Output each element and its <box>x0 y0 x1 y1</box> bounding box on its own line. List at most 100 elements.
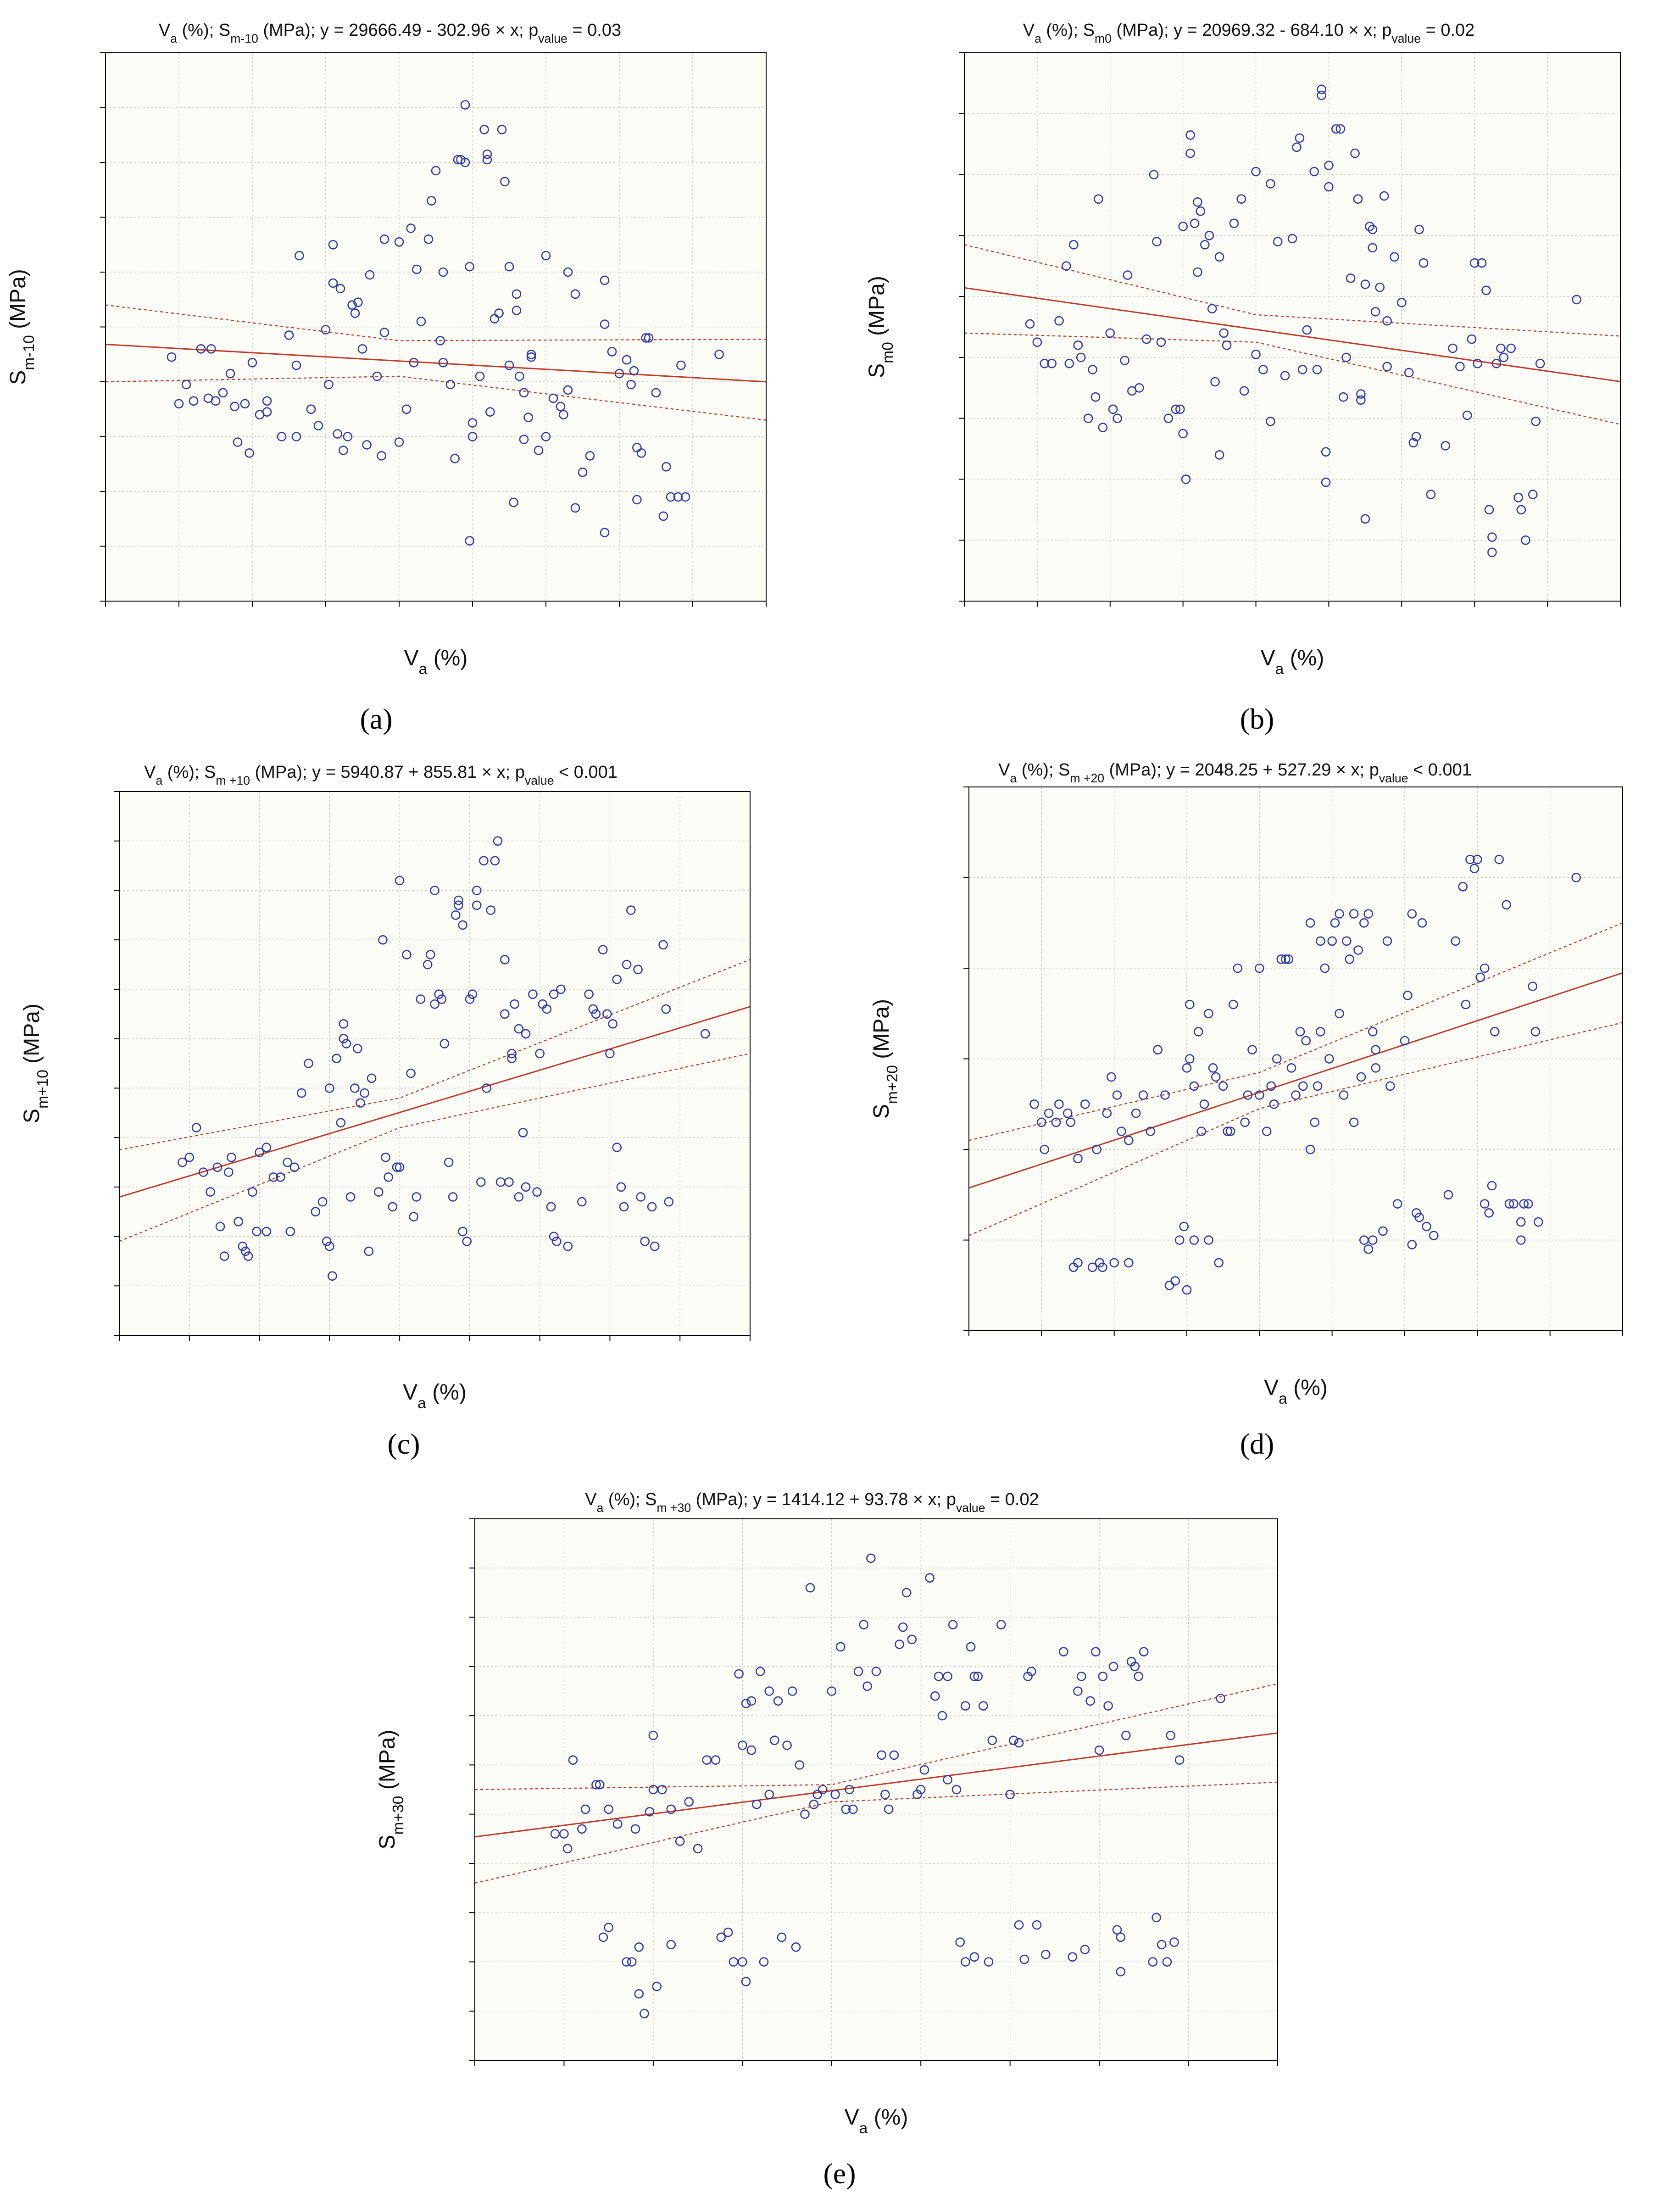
data-point <box>1051 1117 1061 1127</box>
data-point <box>552 1237 562 1246</box>
data-point <box>1236 194 1246 204</box>
data-point <box>1073 1154 1083 1164</box>
data-point <box>395 1162 405 1172</box>
data-point <box>394 237 404 247</box>
data-point <box>1426 490 1436 499</box>
data-point <box>1273 237 1283 246</box>
data-point <box>889 1750 899 1760</box>
data-point <box>395 876 405 886</box>
data-point <box>1102 1108 1112 1118</box>
data-point <box>379 234 389 244</box>
data-point <box>345 1192 356 1202</box>
data-point <box>1528 490 1538 499</box>
data-point <box>255 1148 264 1157</box>
data-point <box>1504 1199 1514 1209</box>
data-point <box>1153 1045 1163 1055</box>
data-point <box>835 1642 846 1652</box>
data-point <box>218 388 228 398</box>
data-point <box>1179 1221 1189 1232</box>
data-point <box>454 895 463 905</box>
data-point <box>1040 1144 1050 1154</box>
data-point <box>1174 1235 1185 1245</box>
data-point <box>966 1642 976 1652</box>
data-point <box>1091 1647 1101 1656</box>
data-point <box>479 124 489 134</box>
data-point <box>1458 881 1468 892</box>
data-point <box>365 270 375 280</box>
data-point <box>1182 1285 1192 1295</box>
data-point <box>619 1202 629 1212</box>
data-point <box>568 1755 578 1765</box>
data-point <box>930 1691 940 1701</box>
data-point <box>1265 416 1275 426</box>
data-point <box>1105 328 1115 338</box>
data-point <box>247 357 257 368</box>
data-point <box>1521 535 1530 545</box>
data-point <box>514 1024 524 1034</box>
data-point <box>476 1177 486 1187</box>
data-point <box>1134 383 1144 393</box>
data-point <box>951 1785 962 1795</box>
scatter-chart-d: Va (%); Sm +20 (MPa); y = 2048.25 + 527.… <box>869 760 1623 1407</box>
data-point <box>521 1182 531 1192</box>
data-point <box>723 1927 733 1937</box>
data-point <box>1411 432 1421 441</box>
y-axis-title: Sm-10 (MPa) <box>6 269 38 385</box>
data-point <box>658 940 668 950</box>
data-point <box>225 368 235 379</box>
data-point <box>479 856 489 866</box>
data-point <box>612 1143 622 1152</box>
data-point <box>1063 1108 1073 1118</box>
data-point <box>252 1227 261 1237</box>
data-point <box>1094 1745 1104 1755</box>
data-point <box>877 1750 886 1760</box>
data-point <box>1465 854 1475 864</box>
data-point <box>549 989 559 999</box>
data-point <box>1148 1957 1158 1967</box>
data-point <box>584 989 594 999</box>
data-point <box>519 388 529 398</box>
data-point <box>634 1942 644 1952</box>
data-point <box>782 1740 792 1750</box>
data-point <box>521 1029 531 1039</box>
data-point <box>1392 1199 1402 1209</box>
data-point <box>1360 279 1370 289</box>
data-point <box>969 1952 979 1962</box>
data-point <box>1141 334 1152 344</box>
data-point <box>973 1671 983 1681</box>
data-point <box>664 1197 674 1207</box>
data-point <box>1204 230 1214 240</box>
data-point <box>384 1172 394 1182</box>
data-point <box>1297 365 1307 374</box>
data-point <box>1382 362 1392 372</box>
data-point <box>388 1202 398 1212</box>
data-point <box>684 1797 694 1807</box>
data-point <box>1098 423 1108 432</box>
data-point <box>693 1844 703 1854</box>
data-point <box>1265 179 1275 189</box>
data-point <box>752 1799 762 1809</box>
data-point <box>700 1029 710 1039</box>
data-point <box>1199 1099 1209 1109</box>
data-point <box>1315 1026 1325 1037</box>
data-point <box>1338 392 1348 402</box>
data-point <box>1487 532 1497 542</box>
scatter-panel-a: Va (%); Sm-10 (MPa); y = 29666.49 - 302.… <box>0 0 826 693</box>
data-point <box>955 1937 965 1947</box>
data-point <box>485 407 495 417</box>
data-point <box>563 385 573 395</box>
data-point <box>1196 1127 1207 1136</box>
data-point <box>223 1167 234 1177</box>
axis-frame <box>474 1518 1278 2061</box>
data-point <box>548 393 558 403</box>
data-point <box>1185 148 1195 158</box>
data-point <box>227 1152 236 1162</box>
confidence-lower <box>119 1053 751 1242</box>
data-point <box>324 1083 334 1093</box>
data-point <box>600 319 610 329</box>
data-point <box>245 448 254 458</box>
data-point <box>591 1009 601 1019</box>
data-point <box>1185 1054 1195 1064</box>
data-point <box>1106 1072 1116 1082</box>
data-point <box>622 355 632 365</box>
